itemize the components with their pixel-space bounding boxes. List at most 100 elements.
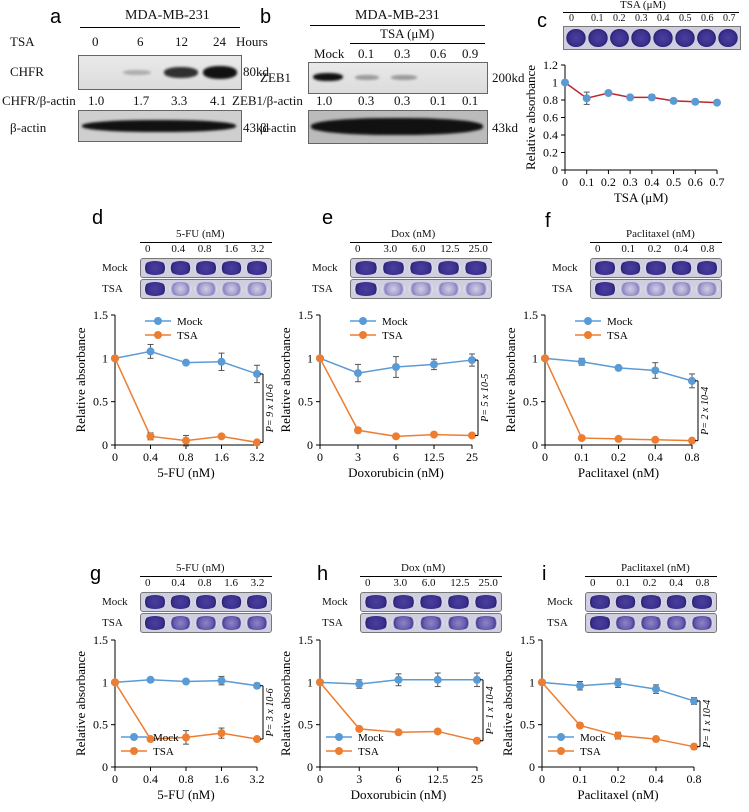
- y-tick-label: 0.5: [523, 395, 538, 409]
- band: [355, 75, 379, 80]
- y-axis-label: Relative absorbance: [278, 651, 293, 756]
- y-axis-label: Relative absorbance: [73, 327, 88, 432]
- x-axis-label: Paclitaxel (nM): [578, 465, 659, 480]
- panel-e-wells: Dox (nM) 0 3.0 6.0 12.5 25.0 Mock TSA: [310, 228, 500, 299]
- data-point: [541, 354, 549, 363]
- panel-a-blot: MDA-MB-231 TSA 0 6 12 24 Hours CHFR 80kd…: [0, 0, 269, 142]
- legend-marker: [584, 317, 592, 325]
- dose-label: 3.2: [250, 243, 265, 255]
- legend-marker: [557, 733, 565, 741]
- data-point: [217, 432, 226, 441]
- well: [695, 261, 719, 275]
- legend-marker: [359, 331, 367, 339]
- y-axis-label: Relative absorbance: [278, 327, 293, 432]
- dose-title: TSA (μM): [620, 0, 666, 11]
- data-point: [538, 678, 546, 687]
- ratio-3: 0.1: [430, 93, 447, 108]
- protein-label: ZEB1: [260, 70, 292, 85]
- data-point: [614, 434, 623, 443]
- x-tick-label: 0.6: [688, 175, 703, 189]
- data-point: [433, 675, 442, 684]
- well: [390, 616, 417, 630]
- data-point: [691, 97, 700, 106]
- data-point: [394, 675, 403, 684]
- data-point: [473, 675, 481, 684]
- well: [245, 282, 269, 296]
- well: [418, 616, 444, 630]
- x-tick-label: 0: [539, 772, 545, 786]
- data-point: [614, 679, 622, 688]
- panel-letter-c: c: [537, 10, 547, 32]
- dose-unit: Hours: [236, 34, 268, 49]
- well: [696, 29, 717, 47]
- well: [690, 595, 714, 609]
- dose-2: 12: [175, 34, 188, 49]
- legend-label: Mock: [177, 316, 203, 328]
- y-tick-label: 0: [307, 438, 313, 452]
- well: [143, 595, 167, 609]
- data-point: [688, 376, 696, 385]
- title-underline: [585, 576, 717, 577]
- x-tick-label: 3: [355, 450, 361, 464]
- ratio-2: 0.3: [394, 93, 411, 108]
- ratio-1: 1.7: [133, 93, 150, 108]
- legend-label: Mock: [382, 316, 408, 328]
- x-axis-label: Doxorubicin (nM): [351, 787, 447, 802]
- row-label: Mock: [322, 596, 348, 608]
- x-tick-label: 0.1: [574, 450, 589, 464]
- treatment-label: TSA (μM): [380, 26, 435, 41]
- x-tick-label: 0.1: [573, 772, 588, 786]
- p-value-label: P= 5 x 10-5: [480, 374, 491, 423]
- x-tick-label: 0.8: [179, 450, 194, 464]
- well: [219, 616, 244, 630]
- dose-label: 0.8: [700, 243, 715, 255]
- well: [245, 595, 269, 609]
- data-point: [146, 432, 155, 441]
- well-strip: [590, 258, 722, 278]
- dose-label: 0.4: [669, 577, 683, 589]
- x-tick-label: 3.2: [250, 450, 265, 464]
- well: [593, 261, 617, 275]
- x-tick-label: 0.5: [666, 175, 681, 189]
- data-point: [355, 724, 364, 733]
- well: [408, 261, 434, 275]
- x-tick-label: 0.4: [648, 450, 663, 464]
- loading-label: β-actin: [260, 120, 297, 135]
- data-point: [430, 360, 438, 369]
- x-tick-label: 0.7: [710, 175, 725, 189]
- data-point: [651, 435, 660, 444]
- treatment-label: TSA: [10, 34, 35, 49]
- dose-title: Paclitaxel (nM): [626, 228, 695, 240]
- x-axis-label: TSA (μM): [614, 190, 668, 205]
- chart-h: 0 0.5 1 1.5 0 3 6 12.5 25 Doxorubicin (nM) Relativ…: [278, 633, 496, 802]
- p-value-label: P= 1 x 10-4: [702, 700, 713, 749]
- dose-label: 0.3: [635, 13, 648, 24]
- well: [618, 282, 643, 296]
- dose-label: 0.5: [679, 13, 692, 24]
- well: [380, 261, 407, 275]
- data-point: [651, 366, 660, 375]
- dose-1: 0.1: [358, 46, 375, 61]
- dose-label: 0.8: [197, 577, 212, 589]
- size-label: 80kd: [243, 64, 269, 79]
- chfr-blot: [78, 55, 242, 90]
- dose-label: 0.8: [197, 243, 212, 255]
- p-value-label: P= 9 x 10-6: [265, 384, 276, 433]
- well: [445, 595, 472, 609]
- dose-label: 3.2: [250, 577, 265, 589]
- legend-label: Mock: [580, 732, 606, 744]
- well: [588, 616, 612, 630]
- dose-label: 0.1: [616, 577, 631, 589]
- data-point: [690, 696, 698, 705]
- title-underline: [140, 242, 272, 243]
- legend-marker: [557, 747, 565, 755]
- ratio-4: 0.1: [462, 93, 479, 108]
- band: [82, 120, 236, 132]
- zeb1-blot: [308, 62, 488, 94]
- dose-label: 0.1: [591, 13, 604, 24]
- data-point: [355, 680, 364, 689]
- legend-label: Mock: [153, 732, 179, 744]
- data-point: [576, 681, 584, 690]
- legend-label: TSA: [153, 746, 174, 758]
- well: [353, 261, 379, 275]
